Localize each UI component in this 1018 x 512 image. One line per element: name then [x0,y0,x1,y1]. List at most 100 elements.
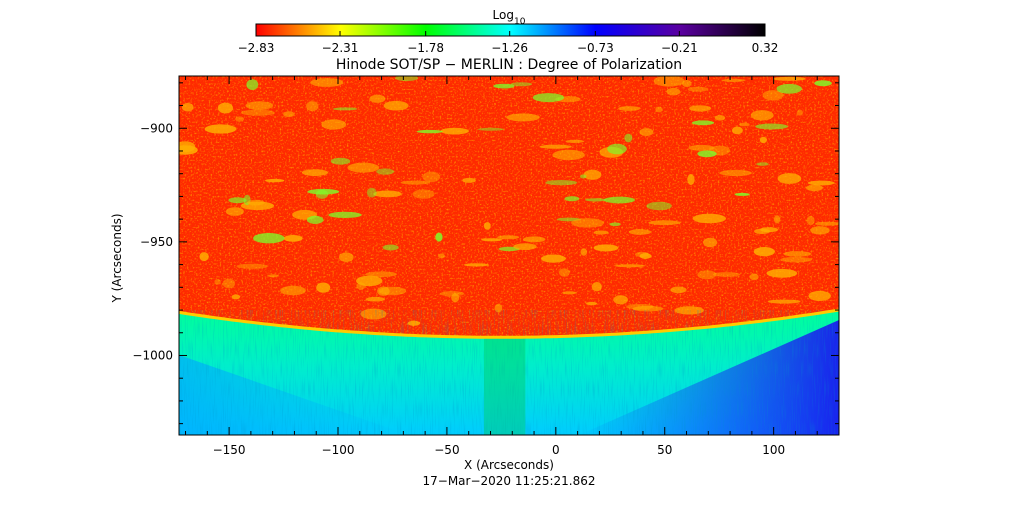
polarization-patch [639,253,652,259]
polarization-patch [755,123,788,130]
polarization-patch [463,263,489,267]
polarization-patch [376,168,395,175]
polarization-patch [369,94,386,103]
polarization-patch [360,308,387,320]
polarization-patch [541,254,566,263]
polarization-patch [603,196,636,204]
polarization-patch [609,222,621,227]
colorbar-ticks: −2.83 −2.31 −1.78 −1.26 −0.73 −0.21 0.32 [238,31,779,55]
polarization-patch [580,248,588,256]
polarization-patch [395,76,419,82]
polarization-patch [422,171,441,183]
polarization-patch [762,90,784,101]
colorbar-tick-label: −0.21 [661,41,698,55]
polarization-patch [773,215,781,224]
polarization-patch [400,180,431,185]
polarization-patch [283,111,295,118]
polarization-patch [624,133,633,143]
polarization-patch [204,124,237,134]
polarization-patch [814,80,832,87]
polarization-patch [245,101,274,110]
polarization-patch [810,226,830,235]
polarization-patch [236,263,268,269]
dark-vertical-band [483,337,526,435]
polarization-patch [228,197,247,204]
polarization-patch [179,141,196,153]
polarization-patch [738,122,750,127]
polarization-patch [571,218,605,228]
limb-edge [179,308,839,339]
polarization-patch [753,247,775,257]
x-axis-label: X (Arcseconds) [464,458,554,472]
polarization-patch [497,235,520,240]
polarization-patch [435,232,443,242]
polarization-patch [613,295,628,305]
polarization-patch [235,116,245,122]
polarization-patch [564,196,580,202]
polarization-patch [585,198,607,202]
polarization-patch [306,215,324,224]
polarization-patch [506,113,540,122]
colorbar-tick-label: −1.26 [491,41,528,55]
polarization-patch [808,290,831,301]
polarization-patch [773,76,806,81]
polarization-patch [776,83,802,94]
polarization-patch [719,169,752,177]
timestamp: 17−Mar−2020 11:25:21.862 [423,474,596,488]
y-axis-label: Y (Arcseconds) [110,213,124,303]
polarization-patch [330,157,351,165]
polarization-patch [416,129,443,134]
polarization-patch [562,291,577,295]
polarization-patch [532,93,565,103]
colorbar-label: Log10 [493,8,526,27]
x-tick-label: 0 [552,443,560,457]
polarization-patch [697,150,717,158]
polarization-patch [214,279,221,285]
polarization-patch [614,264,646,268]
polarization-patch [692,213,727,224]
polarization-patch [407,320,421,326]
polarization-patch [373,190,402,198]
polarization-patch [565,139,584,143]
polarization-patch [253,233,285,244]
polarization-patch [231,294,241,300]
polarization-patch [593,244,619,252]
polarization-patch [365,271,397,278]
colorbar-tick-label: −2.83 [238,41,275,55]
polarization-patch [703,237,718,248]
y-tick-label: −1000 [132,348,173,362]
polarization-patch [632,305,664,312]
polarization-patch [315,189,329,199]
polarization-patch [759,136,768,144]
polarization-patch [780,256,812,263]
polarization-patch [366,187,377,198]
polarization-patch [240,109,275,116]
polarization-patch [301,169,329,177]
polarization-patch [494,303,503,313]
magnetic-patches [179,76,839,326]
polarization-patch [316,282,331,293]
polarization-patch [674,306,704,315]
polarization-patch [591,282,602,292]
polarization-patch [510,82,532,87]
polarization-patch [783,251,812,257]
polarization-patch [777,173,802,184]
polarization-patch [731,126,743,135]
polarization-patch [365,296,385,302]
polarization-patch [653,76,685,87]
polarization-patch [697,270,717,280]
polarization-patch [523,236,546,243]
polarization-patch [806,184,823,192]
polarization-patch [655,106,663,113]
polarization-patch [440,127,469,135]
colorbar-tick-label: 0.32 [752,41,779,55]
polarization-patch [483,222,491,230]
off-limb-streaks [179,310,839,435]
polarization-patch [583,169,602,180]
polarization-patch [586,301,598,306]
polarization-patch [646,201,672,211]
polarization-patch [815,221,839,226]
polarization-patch [247,199,265,206]
polarization-patch [756,162,769,166]
polarization-patch [347,162,380,173]
